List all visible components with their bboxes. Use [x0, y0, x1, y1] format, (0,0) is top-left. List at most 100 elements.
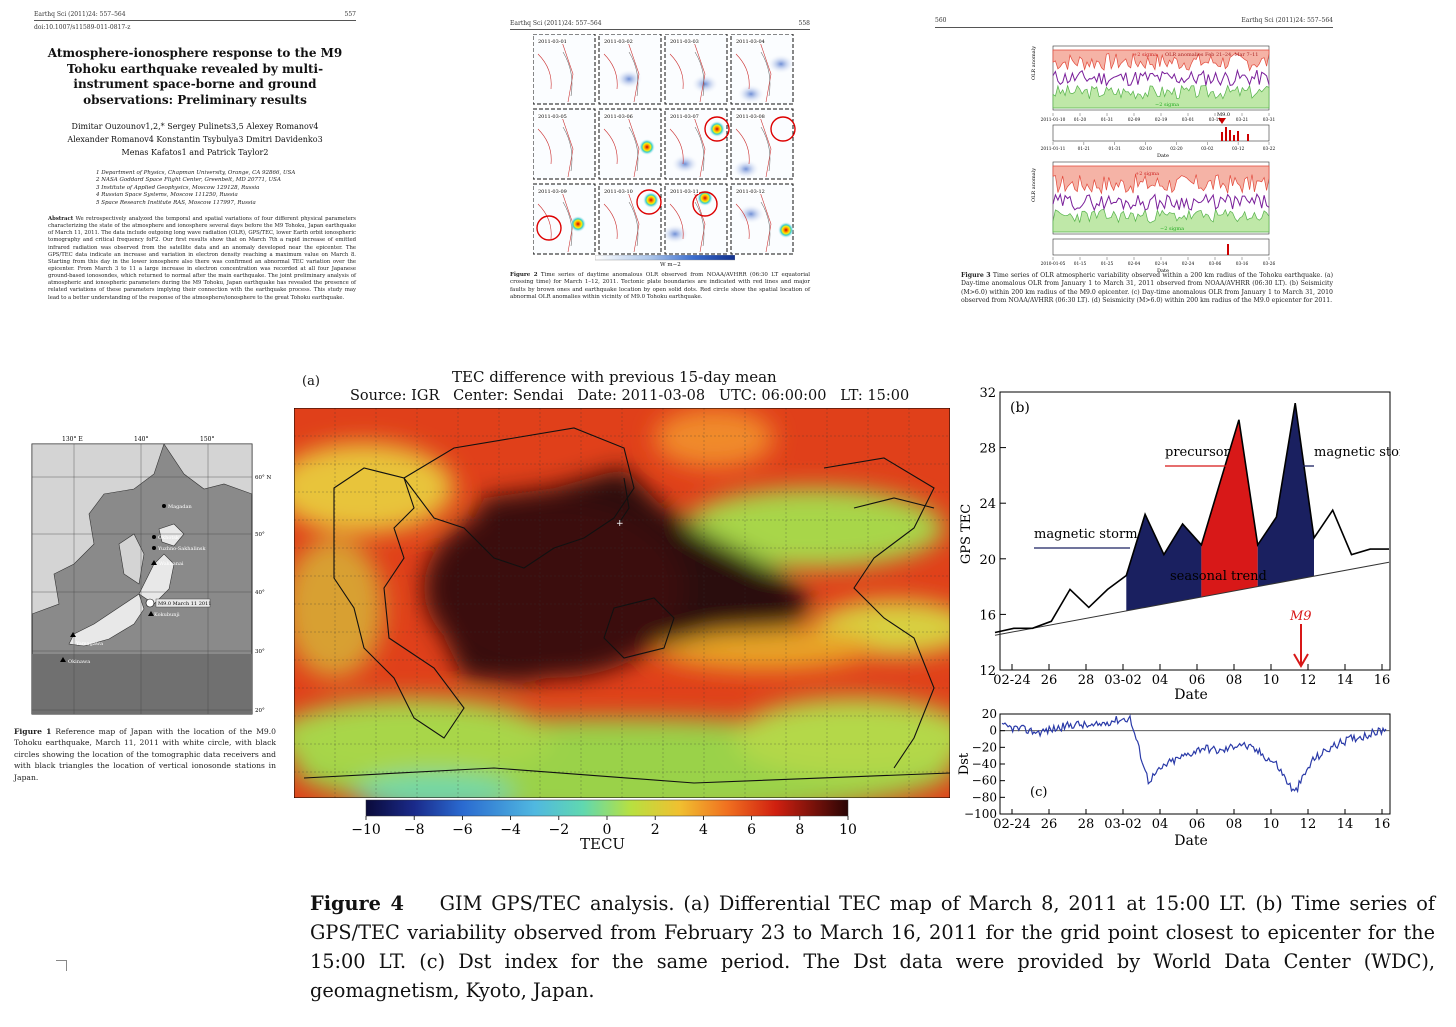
colorbar-tick-label: −10: [351, 822, 381, 838]
colorbar-tick-label: 0: [603, 822, 612, 838]
tec-colorbar-label: TECU: [580, 835, 626, 853]
receiver-marker-icon: [152, 546, 156, 550]
figure-2-caption: Figure 2 Time series of daytime anomalou…: [510, 272, 810, 302]
date-tick-label: 03-22: [1263, 147, 1276, 152]
figure-2-caption-text: Time series of daytime anomalous OLR obs…: [510, 272, 811, 301]
seismicity-bar: [1247, 134, 1249, 141]
date-tick-label: 03-11: [1209, 118, 1222, 123]
panel-a-legend: OLR anomalies Feb 21–24, Mar 7–11: [1165, 52, 1259, 58]
ionosonde-marker-icon: [60, 657, 66, 662]
date-tick-label: 03-16: [1236, 262, 1249, 267]
date-tick-label: 02-19: [1155, 118, 1168, 123]
running-head: Earthq Sci (2011)24: 557–564: [510, 20, 602, 27]
seismicity-bar: [1221, 132, 1223, 141]
coastline-great-lakes: [853, 497, 935, 509]
place-label: Kokubunji: [154, 612, 180, 618]
date-tick-label: 2011-01-10: [1041, 118, 1066, 123]
date-tick-label: 02-09: [1128, 118, 1141, 123]
colorbar-tick-label: 4: [699, 822, 708, 838]
olr-map-date: 2011-03-02: [604, 39, 633, 45]
place-label: Okhotsk: [158, 535, 180, 541]
annotation-magnetic-storm: magnetic storm: [1314, 445, 1400, 460]
gps-tec-time-series: (b) GPS TEC Date 12 16 20 24 28 32 02-24 26 28 0…: [959, 386, 1400, 703]
annotation-magnetic-storm: magnetic storm: [1034, 527, 1138, 542]
annotation-seasonal-trend: seasonal trend: [1170, 569, 1267, 584]
figure-4b: (b) GPS TEC Date 12 16 20 24 28 32 02-24 26 28 0…: [950, 384, 1400, 704]
seismicity-bar: [1229, 130, 1231, 141]
date-tick-label: 01-25: [1101, 262, 1114, 267]
x-tick-label: 10: [1263, 673, 1280, 688]
olr-map-date: 2011-03-12: [736, 189, 765, 195]
panel-a-ylabel: OLR anomaly: [1031, 46, 1037, 80]
panel-a-m9-label: M9.0: [1217, 112, 1230, 118]
olr-map-date: 2011-03-06: [604, 114, 633, 120]
x-tick-label: 03-02: [1104, 817, 1141, 832]
x-tick-label: 06: [1189, 673, 1206, 688]
olr-map-date: 2011-03-10: [604, 189, 633, 195]
affiliation: 3 Institute of Applied Geophysics, Mosco…: [96, 184, 260, 191]
panel-a-label: (a): [302, 374, 320, 389]
doi: doi:10.1007/s11589-011-0817-z: [34, 24, 131, 31]
page-number: 557: [344, 11, 356, 18]
panel-b-xlabel: Date: [1157, 153, 1169, 159]
tec-colorbar: −10 −8 −6 −4 −2 0 2 4 6 8 10: [351, 799, 857, 838]
page-number: 558: [798, 20, 810, 27]
y-tick-label: −60: [972, 774, 997, 788]
olr-map-grid: 2011-03-01 2011-03-02 2011-03-03 2011-03-04…: [533, 34, 796, 255]
x-tick-label: 26: [1041, 673, 1058, 688]
place-label: Wakkanai: [159, 561, 184, 567]
panel-b-ylabel: GPS TEC: [959, 504, 974, 564]
abstract-label: Abstract: [48, 216, 74, 222]
panel-c-sigma-minus: −2 sigma: [1160, 226, 1184, 232]
x-tick-label: 12: [1300, 673, 1317, 688]
olr-map-cell: 2011-03-09: [533, 183, 596, 255]
figure-4-caption-text: GIM GPS/TEC analysis. (a) Differential T…: [310, 892, 1435, 1002]
place-label: Magadan: [168, 504, 192, 510]
y-tick-label: 12: [979, 664, 996, 679]
colorbar-tick-label: 6: [747, 822, 756, 838]
dst-index-series: (c) Dst Date 20 0 −20 −40 −60 −80 −100 02-24 26…: [957, 707, 1391, 849]
date-tick-label: 03-26: [1263, 262, 1276, 267]
x-tick-label: 12: [1300, 817, 1317, 832]
olr-map-date: 2011-03-01: [538, 39, 567, 45]
date-tick-label: 2011-01-11: [1041, 147, 1066, 152]
x-tick-label: 14: [1337, 817, 1354, 832]
x-tick-label: 16: [1374, 673, 1391, 688]
panel-a-sigma-plus: +2 sigma: [1133, 52, 1157, 58]
figure-3-caption-text: Time series of OLR atmospheric variabili…: [961, 272, 1333, 305]
ionosonde-marker-icon: [148, 611, 154, 616]
x-tick-label: 10: [1263, 817, 1280, 832]
x-tick-label: 28: [1078, 817, 1095, 832]
coastline-antarctica: [303, 767, 950, 784]
magnetic-storm-area: [1126, 514, 1202, 611]
olr-map-cell: 2011-03-03: [664, 34, 728, 105]
coastline-africa: [333, 467, 465, 739]
olr-map-cell: 2011-03-11: [661, 183, 728, 255]
annotation-m9: M9: [1289, 609, 1312, 624]
date-tick-label: 01-31: [1109, 147, 1122, 152]
authors-line-2: Alexander Romanov4 Konstantin Tsybulya3 …: [67, 134, 323, 144]
figure-2-label: Figure 2: [510, 272, 538, 278]
panel-c-ylabel: OLR anomaly: [1031, 168, 1037, 202]
coastline-eurasia: [403, 427, 635, 569]
date-tick-label: 02-10: [1139, 147, 1152, 152]
epicenter-label: M9.0 March 11 2011: [158, 601, 211, 607]
running-head: Earthq Sci (2011)24: 557–564: [34, 11, 126, 18]
olr-map-date: 2011-03-11: [670, 189, 699, 195]
x-tick-label: 06: [1189, 817, 1206, 832]
x-tick-label: 02-24: [993, 673, 1030, 688]
tec-map-title: TEC difference with previous 15-day mean: [452, 368, 777, 386]
receiver-marker-icon: [152, 535, 156, 539]
date-tick-label: 03-12: [1232, 147, 1245, 152]
figure-4-caption: Figure 4 GIM GPS/TEC analysis. (a) Diffe…: [310, 890, 1435, 1006]
coastline-japan: [618, 477, 630, 524]
olr-colorbar: [595, 255, 735, 261]
olr-map-cell: 2011-03-01: [533, 34, 596, 105]
x-tick-label: 14: [1337, 673, 1354, 688]
x-tick-label: 16: [1374, 817, 1391, 832]
olr-map-cell: 2011-03-06: [598, 108, 662, 180]
date-tick-label: 03-06: [1209, 262, 1222, 267]
abstract: Abstract We retrospectively analyzed the…: [48, 216, 356, 302]
page-number: 560: [935, 17, 947, 24]
olr-map-date: 2011-03-09: [538, 189, 567, 195]
